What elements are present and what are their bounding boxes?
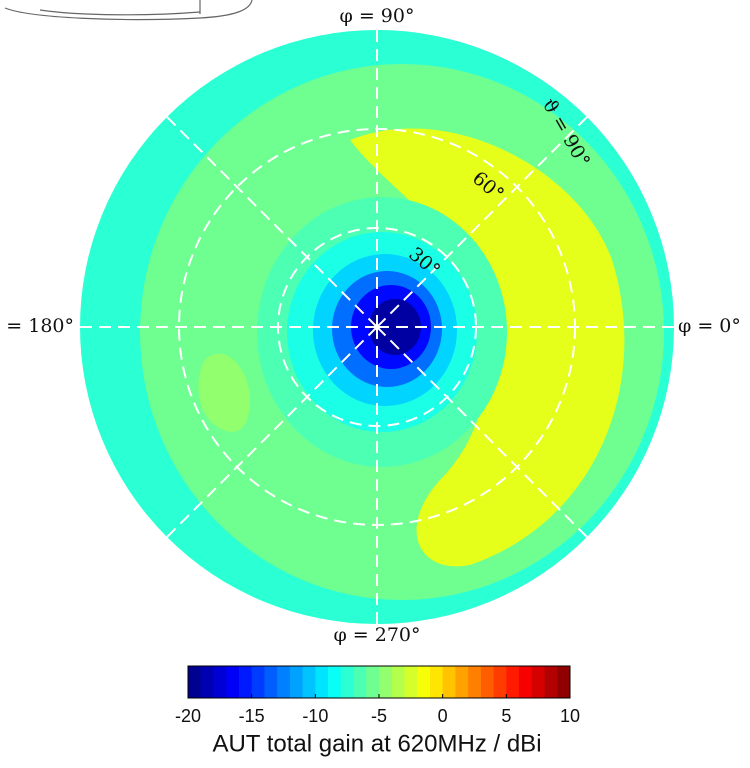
colorbar: -20 -15 -10 -5 0 5 10	[175, 665, 580, 726]
angle-tick-label: φ = 0°	[678, 315, 741, 337]
colorbar-swatch	[468, 666, 482, 698]
contour-region	[198, 353, 250, 432]
colorbar-swatch	[404, 666, 418, 698]
colorbar-swatch	[251, 666, 265, 698]
colorbar-swatch	[493, 666, 507, 698]
colorbar-swatch	[391, 666, 405, 698]
polar-grid	[80, 30, 674, 624]
colorbar-swatch	[429, 666, 444, 698]
angle-tick-label: φ = 90°	[340, 5, 415, 27]
colorbar-tick-label: -5	[371, 706, 387, 726]
car-sketch	[4, 0, 253, 21]
colorbar-tick-label: 10	[560, 706, 580, 726]
angle-tick-label: φ = 270°	[333, 624, 420, 646]
colorbar-swatch	[188, 666, 202, 698]
colorbar-swatch	[366, 666, 380, 698]
colorbar-swatch	[379, 666, 393, 698]
grid-spoke	[166, 116, 378, 328]
colorbar-swatch	[289, 666, 304, 698]
contour-region	[350, 128, 625, 567]
colorbar-swatch	[442, 666, 456, 698]
colorbar-swatch	[506, 666, 520, 698]
grid-spoke	[376, 116, 588, 328]
colorbar-swatch	[353, 666, 367, 698]
grid-spoke	[376, 326, 588, 538]
contour-region	[369, 299, 421, 355]
colorbar-swatch	[480, 666, 495, 698]
colorbar-swatch	[531, 666, 546, 698]
colorbar-swatch	[213, 666, 227, 698]
colorbar-label: AUT total gain at 620MHz / dBi	[212, 730, 541, 757]
colorbar-tick-label: -20	[175, 706, 201, 726]
colorbar-tick-label: -10	[302, 706, 328, 726]
colorbar-swatch	[455, 666, 469, 698]
colorbar-swatch	[519, 666, 533, 698]
colorbar-tick-label: -15	[239, 706, 265, 726]
colorbar-swatch	[328, 666, 342, 698]
colorbar-tick-label: 5	[501, 706, 511, 726]
colorbar-swatch	[557, 666, 571, 698]
colorbar-tick-label: 0	[438, 706, 448, 726]
colorbar-swatch	[340, 666, 355, 698]
grid-spoke	[166, 326, 378, 538]
colorbar-swatch	[238, 666, 253, 698]
colorbar-swatch	[226, 666, 240, 698]
colorbar-swatch	[315, 666, 329, 698]
colorbar-swatch	[264, 666, 278, 698]
angle-tick-label: = 180°	[6, 315, 74, 337]
colorbar-swatch	[277, 666, 291, 698]
colorbar-swatch	[200, 666, 214, 698]
colorbar-swatch	[302, 666, 316, 698]
colorbar-swatch	[544, 666, 558, 698]
colorbar-swatch	[417, 666, 431, 698]
